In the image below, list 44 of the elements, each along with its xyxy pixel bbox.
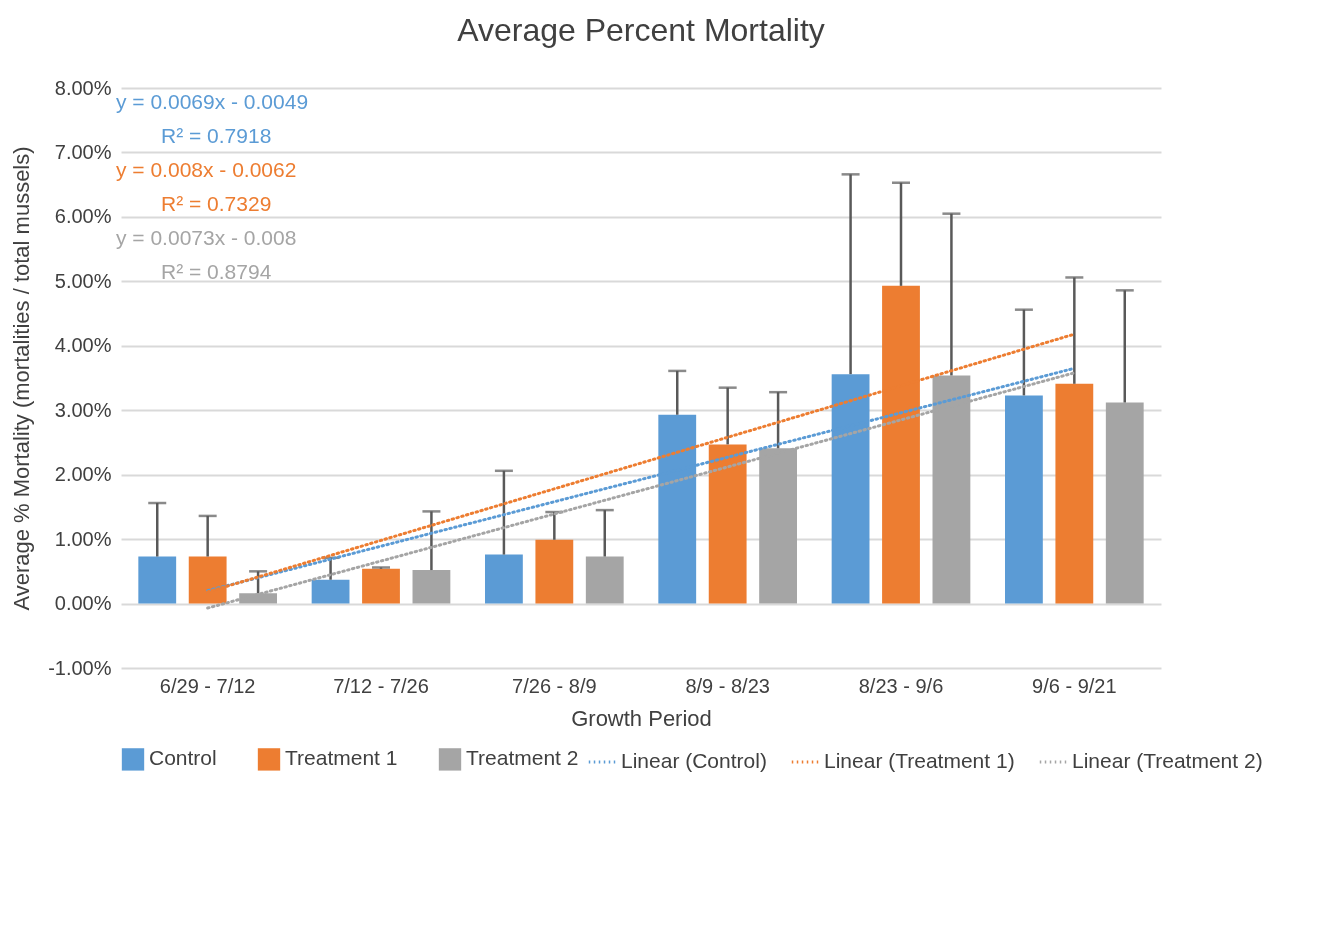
chart-title: Average Percent Mortality	[457, 12, 825, 48]
y-tick-label: 8.00%	[54, 76, 112, 99]
legend-label: Treatment 1	[285, 746, 398, 770]
y-tick-label: -1.00%	[48, 656, 112, 679]
y-tick-label: 4.00%	[54, 334, 112, 357]
x-tick-label: 7/26 - 8/9	[512, 674, 597, 697]
bar	[138, 556, 177, 604]
annotation: R² = 0.7329	[161, 192, 272, 215]
bar	[932, 375, 971, 604]
y-tick-label: 1.00%	[54, 527, 112, 550]
x-tick-label: 8/23 - 9/6	[858, 674, 944, 697]
bar	[759, 448, 797, 604]
bar	[1005, 395, 1043, 604]
bar	[1055, 383, 1094, 604]
annotation: y = 0.0069x - 0.0049	[116, 90, 309, 113]
legend-label: Treatment 2	[466, 746, 579, 770]
x-tick-label: 7/12 - 7/26	[333, 674, 429, 697]
annotation: y = 0.008x - 0.0062	[116, 158, 297, 181]
y-tick-label: 5.00%	[54, 269, 112, 292]
x-axis-title: Growth Period	[571, 705, 712, 731]
x-tick-label: 8/9 - 8/23	[685, 674, 770, 697]
bar	[1105, 402, 1144, 604]
y-tick-label: 6.00%	[54, 205, 112, 228]
x-tick-label: 6/29 - 7/12	[159, 674, 256, 697]
y-axis-title: Average % Mortality (mortalities / total mussels)	[9, 146, 35, 611]
bar	[485, 554, 523, 604]
y-tick-label: 3.00%	[54, 398, 112, 421]
legend-label: Linear (Control)	[621, 749, 767, 772]
bar	[585, 556, 624, 604]
bar	[362, 568, 400, 604]
y-tick-label: 2.00%	[54, 463, 112, 486]
bar	[311, 579, 350, 604]
y-tick-label: 0.00%	[54, 592, 112, 615]
legend-label: Linear (Treatment 2)	[1072, 749, 1263, 772]
y-tick-label: 7.00%	[54, 140, 112, 163]
x-tick-label: 9/6 - 9/21	[1032, 674, 1117, 697]
annotation: R² = 0.8794	[161, 260, 272, 283]
legend-label: Linear (Treatment 1)	[824, 749, 1015, 772]
legend-label: Control	[149, 746, 217, 770]
annotation: R² = 0.7918	[161, 124, 272, 147]
annotation: y = 0.0073x - 0.008	[116, 226, 297, 249]
bar	[535, 539, 574, 604]
bar	[239, 593, 277, 604]
bar	[412, 570, 451, 604]
